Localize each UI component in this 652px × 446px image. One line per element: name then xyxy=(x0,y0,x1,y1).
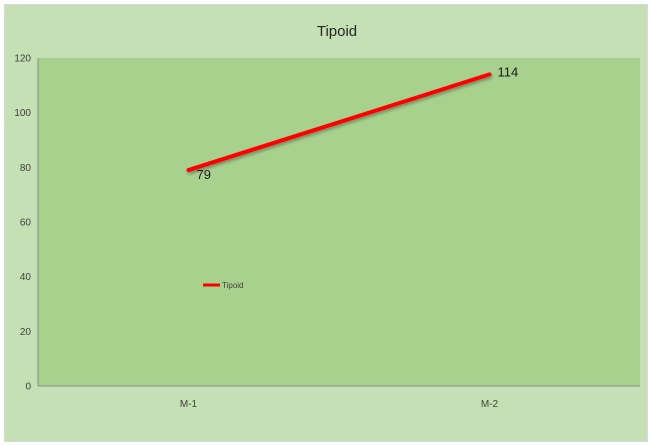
y-tick-label: 40 xyxy=(20,272,32,283)
legend[interactable]: Tipoid xyxy=(203,281,244,290)
plot-area xyxy=(38,58,640,386)
x-tick-label: M-1 xyxy=(180,399,198,410)
y-tick-label: 120 xyxy=(14,54,31,65)
y-tick-label: 100 xyxy=(14,108,31,119)
y-tick-label: 20 xyxy=(20,327,32,338)
y-tick-label: 60 xyxy=(20,218,32,229)
x-tick-label: M-2 xyxy=(481,399,499,410)
legend-label: Tipoid xyxy=(222,281,244,290)
y-axis-ticks: 0 20 40 60 80 100 120 xyxy=(14,54,31,393)
y-tick-label: 0 xyxy=(25,382,31,393)
series-line xyxy=(186,72,492,173)
x-axis-ticks: M-1 M-2 xyxy=(180,399,499,410)
series-layer: 79 114 xyxy=(186,64,519,182)
chart-title: Tipoid xyxy=(317,23,357,40)
y-tick-label: 80 xyxy=(20,163,32,174)
data-label: 114 xyxy=(498,64,519,79)
data-label: 79 xyxy=(197,167,211,182)
